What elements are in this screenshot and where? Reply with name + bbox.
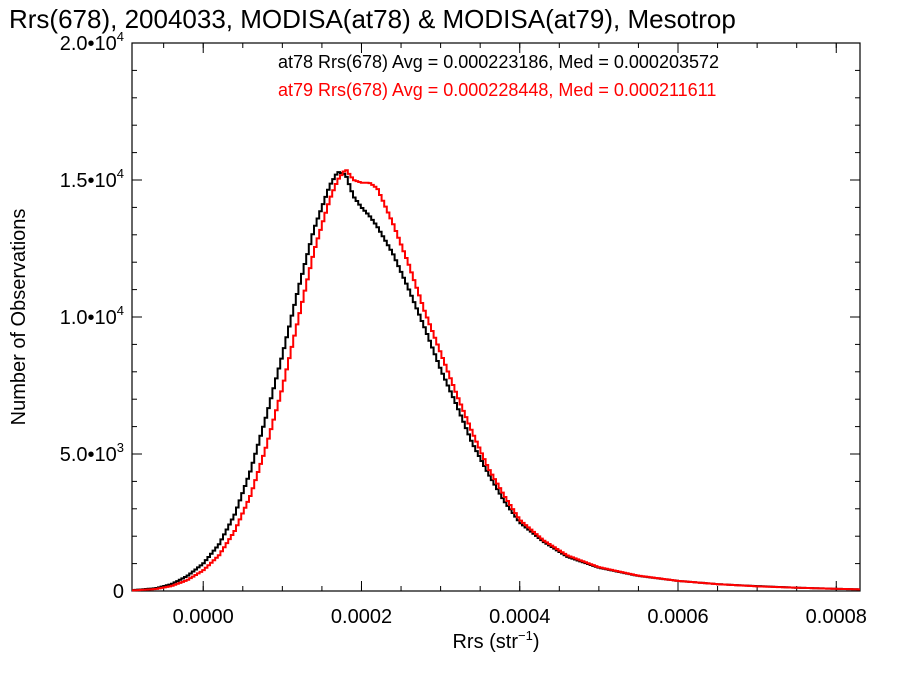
y-tick-label-1: 5.0•103 [60, 440, 124, 466]
annotation-at79: at79 Rrs(678) Avg = 0.000228448, Med = 0… [278, 80, 716, 100]
y-tick-label-3: 1.5•104 [60, 166, 124, 192]
x-axis-label-close: ) [533, 631, 540, 653]
chart-title: Rrs(678), 2004033, MODISA(at78) & MODISA… [9, 4, 736, 34]
x-tick-label-1: 0.0002 [331, 606, 392, 628]
x-axis-label-superscript: −1 [518, 628, 533, 643]
x-tick-label-2: 0.0004 [489, 606, 550, 628]
y-tick-label-4: 2.0•104 [60, 29, 124, 55]
y-axis-label: Number of Observations [8, 209, 30, 426]
y-tick-label-0: 0 [113, 581, 124, 603]
x-axis-label: Rrs (str−1) [452, 628, 539, 653]
y-tick-labels: 0 5.0•103 1.0•104 1.5•104 2.0•104 [60, 29, 124, 603]
series-lines [132, 169, 860, 592]
x-tick-label-4: 0.0008 [806, 606, 867, 628]
axis-ticks [132, 42, 860, 592]
x-tick-label-3: 0.0006 [647, 606, 708, 628]
series-line-at79 [132, 169, 860, 592]
plot-frame [131, 42, 861, 592]
x-tick-label-0: 0.0000 [173, 606, 234, 628]
x-tick-labels: 0.0000 0.0002 0.0004 0.0006 0.0008 [173, 606, 867, 628]
y-tick-label-2: 1.0•104 [60, 303, 124, 329]
series-line-at78 [132, 171, 860, 592]
annotation-at78: at78 Rrs(678) Avg = 0.000223186, Med = 0… [278, 52, 719, 72]
